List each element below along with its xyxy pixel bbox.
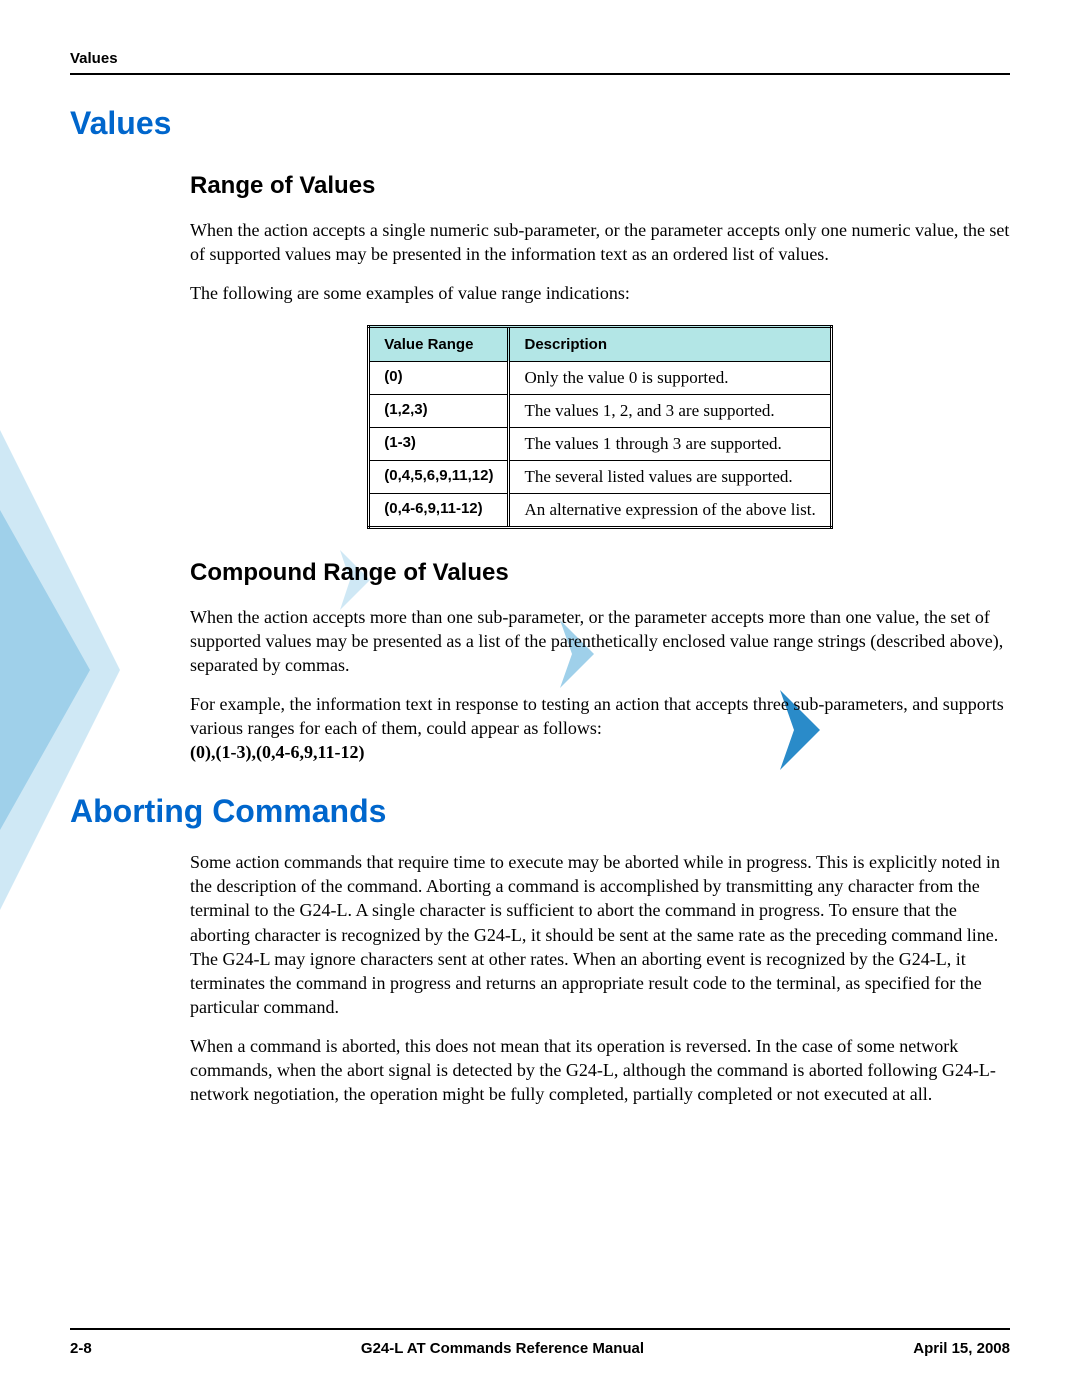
value-range-table: Value Range Description (0) Only the val…: [367, 325, 833, 529]
footer-rule: [70, 1328, 1010, 1330]
table-row: (0) Only the value 0 is supported.: [369, 361, 832, 394]
table-header: Description: [509, 326, 831, 361]
table-cell: The values 1, 2, and 3 are supported.: [509, 394, 831, 427]
running-header: Values: [70, 50, 1010, 67]
table-cell: The several listed values are supported.: [509, 460, 831, 493]
heading-compound-range: Compound Range of Values: [190, 559, 1010, 587]
paragraph: When the action accepts more than one su…: [190, 605, 1010, 678]
paragraph: Some action commands that require time t…: [190, 850, 1010, 1020]
table-header-row: Value Range Description: [369, 326, 832, 361]
footer-title: G24-L AT Commands Reference Manual: [361, 1340, 644, 1357]
heading-values: Values: [70, 105, 1010, 142]
page: Values Values Range of Values When the a…: [0, 0, 1080, 1397]
paragraph: For example, the information text in res…: [190, 692, 1010, 765]
table-cell: (1,2,3): [369, 394, 509, 427]
heading-aborting-commands: Aborting Commands: [70, 793, 1010, 830]
paragraph: When the action accepts a single numeric…: [190, 218, 1010, 267]
paragraph: The following are some examples of value…: [190, 281, 1010, 305]
table-cell: Only the value 0 is supported.: [509, 361, 831, 394]
section-range-of-values: Range of Values When the action accepts …: [190, 172, 1010, 765]
paragraph: When a command is aborted, this does not…: [190, 1034, 1010, 1107]
table-cell: The values 1 through 3 are supported.: [509, 427, 831, 460]
table-row: (0,4,5,6,9,11,12) The several listed val…: [369, 460, 832, 493]
page-footer: 2-8 G24-L AT Commands Reference Manual A…: [70, 1328, 1010, 1357]
heading-range-of-values: Range of Values: [190, 172, 1010, 200]
compound-range-example: (0),(1-3),(0,4-6,9,11-12): [190, 742, 364, 762]
footer-date: April 15, 2008: [913, 1340, 1010, 1357]
footer-page-number: 2-8: [70, 1340, 92, 1357]
table-cell: (0,4-6,9,11-12): [369, 493, 509, 527]
table-cell: (0): [369, 361, 509, 394]
table-header: Value Range: [369, 326, 509, 361]
table-cell: An alternative expression of the above l…: [509, 493, 831, 527]
table-row: (1-3) The values 1 through 3 are support…: [369, 427, 832, 460]
table-row: (0,4-6,9,11-12) An alternative expressio…: [369, 493, 832, 527]
table-cell: (1-3): [369, 427, 509, 460]
table-row: (1,2,3) The values 1, 2, and 3 are suppo…: [369, 394, 832, 427]
paragraph-text: For example, the information text in res…: [190, 694, 1004, 738]
table-cell: (0,4,5,6,9,11,12): [369, 460, 509, 493]
header-rule: [70, 73, 1010, 75]
section-aborting-commands: Some action commands that require time t…: [190, 850, 1010, 1107]
